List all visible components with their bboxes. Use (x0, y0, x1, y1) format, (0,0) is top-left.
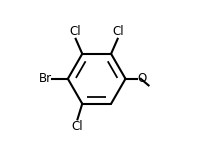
Text: Br: Br (38, 72, 52, 85)
Text: Cl: Cl (112, 25, 124, 38)
Text: O: O (137, 72, 147, 85)
Text: Cl: Cl (72, 120, 83, 133)
Text: Cl: Cl (69, 25, 81, 38)
